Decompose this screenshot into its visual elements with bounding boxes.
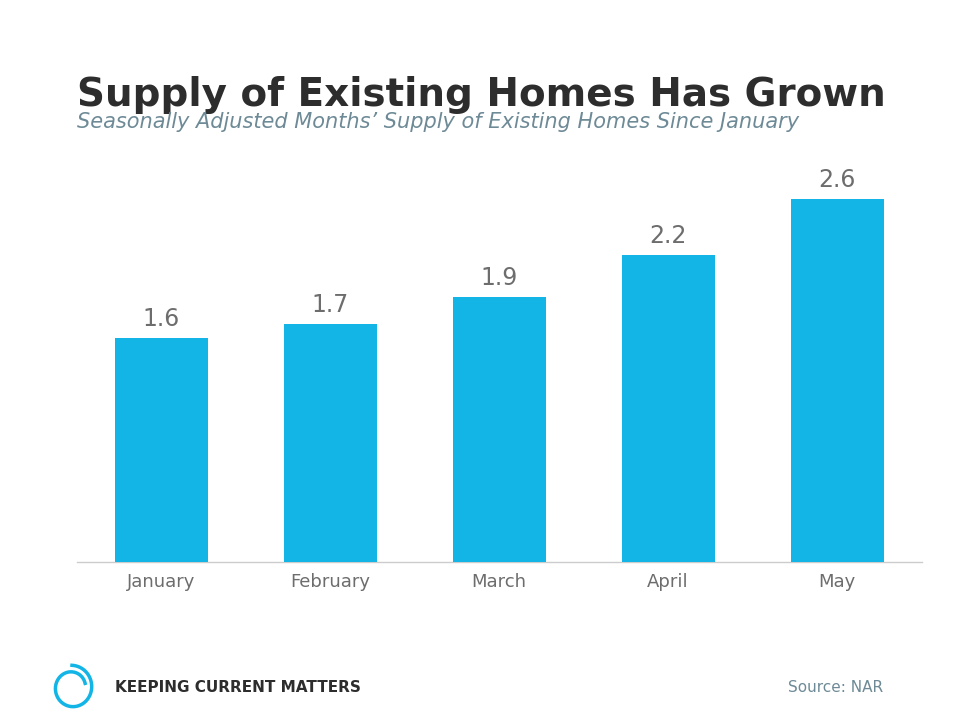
Bar xyxy=(622,255,714,562)
Text: 1.6: 1.6 xyxy=(143,307,180,331)
Text: Supply of Existing Homes Has Grown: Supply of Existing Homes Has Grown xyxy=(77,76,885,114)
Bar xyxy=(115,338,207,562)
Bar xyxy=(284,325,376,562)
Text: 1.9: 1.9 xyxy=(481,266,517,289)
Text: KEEPING CURRENT MATTERS: KEEPING CURRENT MATTERS xyxy=(115,680,361,695)
Bar xyxy=(791,199,883,562)
Text: 2.2: 2.2 xyxy=(650,224,686,248)
Text: Seasonally Adjusted Months’ Supply of Existing Homes Since January: Seasonally Adjusted Months’ Supply of Ex… xyxy=(77,112,799,132)
Text: Source: NAR: Source: NAR xyxy=(788,680,883,695)
Bar xyxy=(453,297,545,562)
Text: 2.6: 2.6 xyxy=(819,168,855,192)
Text: 1.7: 1.7 xyxy=(312,294,348,318)
